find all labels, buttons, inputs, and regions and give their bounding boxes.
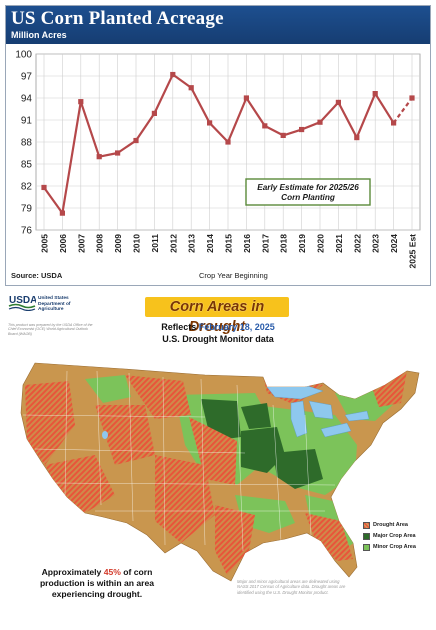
x-tick-label: 2007 — [76, 234, 86, 253]
drought-map-panel: USDA United States Department of Agricul… — [5, 293, 431, 625]
y-tick-label: 94 — [21, 94, 33, 105]
x-tick-label: 2005 — [40, 234, 50, 253]
map-title: Corn Areas in Drought — [145, 297, 289, 335]
data-point — [372, 91, 378, 97]
x-tick-label: 2020 — [316, 234, 326, 253]
data-point — [317, 119, 323, 125]
chart-header: US Corn Planted Acreage Million Acres — [6, 6, 430, 44]
monitor-source-line: U.S. Drought Monitor data — [162, 334, 274, 344]
annotation-box — [245, 178, 371, 206]
data-point — [59, 210, 65, 216]
data-point — [225, 139, 231, 145]
data-point — [391, 120, 397, 126]
usda-brand: USDA United States Department of Agricul… — [8, 293, 98, 323]
x-tick-label: 2014 — [205, 234, 215, 253]
chart-panel: US Corn Planted Acreage Million Acres 76… — [5, 5, 431, 286]
data-point — [188, 85, 194, 91]
annotation-text: Early Estimate for 2025/26 — [257, 183, 359, 192]
legend-swatch — [363, 533, 370, 540]
data-point — [299, 126, 305, 133]
legend-swatch — [363, 522, 370, 529]
usda-agency-name: United States Department of Agriculture — [38, 296, 71, 313]
data-point — [243, 95, 249, 101]
great-salt-lake — [102, 431, 108, 439]
major-crop-areas — [201, 399, 323, 489]
x-tick-label: 2006 — [58, 234, 68, 253]
data-point — [78, 99, 84, 105]
chart-subtitle: Million Acres — [11, 30, 67, 40]
data-point — [409, 95, 415, 101]
y-tick-label: 79 — [21, 204, 33, 215]
y-tick-label: 82 — [21, 182, 33, 193]
usda-logo: USDA — [8, 295, 36, 311]
usda-agency-line: Agriculture — [38, 307, 64, 313]
y-tick-label: 100 — [15, 50, 32, 61]
x-tick-label: 2025 Est — [408, 234, 418, 269]
series-line-estimate — [392, 97, 413, 124]
data-point — [335, 99, 341, 105]
usda-credit-note: This product was prepared by the USDA Of… — [8, 323, 93, 336]
annotation-text: Corn Planting — [281, 193, 335, 202]
x-tick-label: 2011 — [150, 234, 160, 253]
data-point — [41, 184, 47, 191]
reflects-label: Reflects — [161, 322, 197, 332]
x-tick-label: 2015 — [224, 234, 234, 253]
x-tick-label: 2022 — [352, 234, 362, 253]
x-tick-label: 2013 — [187, 234, 197, 253]
y-tick-label: 91 — [21, 116, 33, 127]
chart-title: US Corn Planted Acreage — [11, 8, 224, 29]
x-tick-label: 2010 — [132, 234, 142, 253]
y-tick-label: 97 — [21, 72, 33, 83]
drought-areas — [25, 371, 407, 575]
us-drought-map — [20, 362, 420, 582]
data-point — [96, 154, 102, 160]
x-tick-label: 2019 — [297, 234, 307, 253]
great-lakes — [266, 384, 370, 438]
x-tick-label: 2016 — [242, 234, 252, 253]
x-tick-label: 2017 — [260, 234, 270, 253]
state-boundaries — [22, 370, 336, 552]
map-footnote: Major and minor agricultural areas are d… — [237, 579, 346, 595]
y-tick-label: 76 — [21, 226, 33, 237]
x-tick-label: 2009 — [113, 234, 123, 253]
legend-label: Major Crop Area — [373, 533, 416, 539]
map-legend: Drought Area Major Crop Area Minor Crop Ar… — [363, 521, 427, 554]
x-tick-label: 2023 — [371, 234, 381, 253]
data-point — [133, 137, 139, 144]
usda-agency-line: United States — [38, 296, 69, 301]
series-line — [43, 73, 395, 215]
chart-source: Source: USDA — [11, 271, 63, 280]
y-tick-label: 85 — [21, 160, 33, 171]
data-point — [354, 135, 360, 141]
data-point — [151, 110, 157, 116]
data-point — [170, 71, 176, 78]
x-tick-label: 2024 — [389, 234, 399, 253]
y-tick-label: 88 — [21, 138, 33, 149]
stat-prefix: Approximately — [41, 567, 102, 577]
legend-item: Major Crop Area — [363, 532, 427, 542]
x-tick-label: 2012 — [168, 234, 178, 253]
reflects-line: Reflects February 18, 2025 — [5, 322, 431, 332]
data-point — [262, 123, 268, 129]
drought-statistic: Approximately 45% of corn production is … — [27, 567, 167, 599]
stat-suffix: of corn production is within an area exp… — [39, 567, 155, 599]
line-chart: 76 79 82 85 88 91 94 97 100 2005 2006 2007 2008 2009 2… — [15, 50, 421, 269]
x-tick-label: 2021 — [334, 234, 344, 253]
legend-label: Minor Crop Area — [373, 544, 416, 550]
usda-logo-text: USDA — [9, 295, 36, 306]
data-point — [207, 120, 213, 126]
reflects-date: February 18, 2025 — [198, 322, 275, 332]
data-point — [280, 132, 286, 138]
legend-item: Drought Area — [363, 521, 427, 531]
usda-agency-line: Department of — [38, 301, 71, 307]
legend-label: Drought Area — [373, 522, 408, 528]
legend-item: Minor Crop Area — [363, 543, 427, 553]
x-tick-label: 2008 — [95, 234, 105, 253]
stat-percentage: 45% — [103, 567, 121, 577]
x-tick-label: 2018 — [279, 234, 289, 253]
data-point — [115, 150, 121, 156]
chart-x-axis-label: Crop Year Beginning — [199, 271, 268, 280]
legend-swatch — [363, 544, 370, 551]
